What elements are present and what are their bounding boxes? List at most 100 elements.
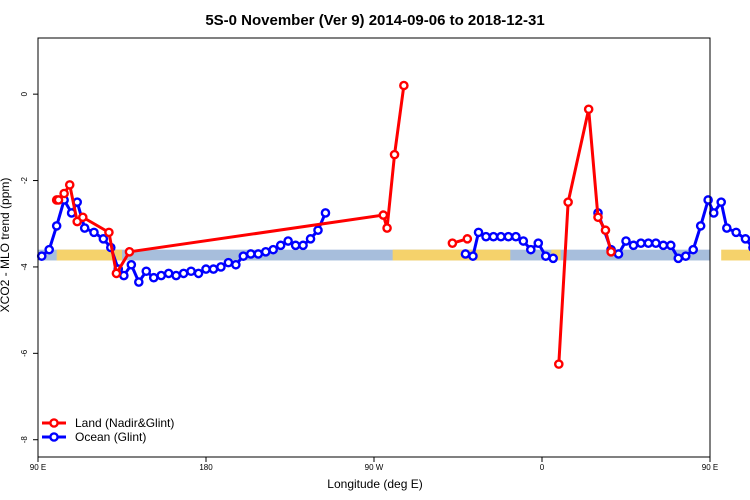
- ocean-point-0: [36, 251, 47, 261]
- x-tick-label-2: 90 W: [365, 463, 384, 472]
- ocean-point-11: [119, 270, 129, 281]
- ocean-point-68: [703, 195, 713, 205]
- ocean-point-29: [253, 249, 264, 259]
- land-point-3: [64, 180, 75, 190]
- land-point-2: [59, 188, 69, 199]
- ocean-point-24: [216, 262, 226, 272]
- ocean-point-18: [171, 270, 181, 281]
- land-band-segment-3: [721, 249, 750, 261]
- ocean-point-15: [148, 272, 159, 283]
- series-group: [36, 80, 750, 369]
- ocean-point-69: [708, 208, 719, 218]
- land-band-segment-0: [56, 249, 122, 261]
- land-point-5: [78, 212, 88, 223]
- legend-label-land: Land (Nadir&Glint): [75, 416, 174, 430]
- ocean-point-46: [503, 231, 514, 242]
- ocean-point-50: [533, 238, 544, 248]
- ocean-point-73: [740, 234, 750, 244]
- ocean-point-26: [231, 259, 241, 270]
- ocean-point-65: [680, 251, 691, 261]
- ocean-point-72: [731, 227, 741, 238]
- ocean-point-44: [488, 231, 499, 242]
- land-point-18: [563, 197, 573, 207]
- ocean-point-34: [290, 240, 301, 251]
- ocean-point-19: [178, 268, 189, 279]
- ocean-point-42: [473, 227, 484, 238]
- land-line-2: [557, 107, 613, 365]
- land-point-20: [593, 212, 603, 223]
- y-tick-label-3: -6: [20, 349, 29, 357]
- ocean-point-8: [98, 234, 109, 244]
- chart-title: 5S-0 November (Ver 9) 2014-09-06 to 2018…: [205, 12, 544, 29]
- y-axis: 0 -2 -4 -6 -8: [20, 91, 38, 443]
- ocean-point-22: [201, 264, 211, 274]
- legend-marker-ocean: [49, 432, 59, 442]
- land-point-7: [111, 268, 122, 279]
- ocean-point-45: [496, 231, 506, 242]
- land-point-6: [104, 227, 114, 238]
- land-point-17: [554, 359, 564, 369]
- y-tick-label-1: -2: [20, 176, 29, 184]
- ocean-point-52: [548, 253, 559, 264]
- ocean-point-28: [245, 249, 256, 259]
- ocean-point-35: [298, 240, 308, 251]
- land-point-10: [382, 223, 392, 233]
- land-point-19: [583, 104, 594, 115]
- ocean-point-60: [643, 238, 654, 248]
- ocean-point-57: [621, 236, 631, 246]
- ocean-point-36: [305, 234, 316, 244]
- legend: Land (Nadir&Glint)Ocean (Glint): [42, 416, 174, 444]
- ocean-point-2: [51, 221, 62, 231]
- x-axis-label: Longitude (deg E): [327, 477, 422, 491]
- ocean-point-51: [540, 251, 551, 261]
- ocean-point-61: [651, 238, 661, 248]
- land-point-11: [389, 149, 400, 160]
- ocean-point-47: [511, 231, 521, 242]
- ocean-point-41: [468, 251, 478, 261]
- ocean-point-33: [283, 236, 293, 246]
- ocean-point-63: [666, 240, 676, 251]
- x-tick-label-4: 90 E: [702, 463, 718, 472]
- ocean-point-43: [481, 231, 491, 242]
- ocean-point-48: [518, 236, 529, 246]
- ocean-point-40: [460, 249, 471, 259]
- ocean-point-32: [275, 240, 286, 251]
- land-point-15: [462, 234, 473, 244]
- land-point-8: [124, 247, 135, 257]
- ocean-point-56: [613, 249, 624, 259]
- ocean-point-64: [673, 253, 684, 264]
- ocean-point-6: [79, 223, 90, 233]
- ocean-point-16: [156, 270, 166, 281]
- ocean-point-12: [126, 259, 137, 270]
- ocean-point-49: [526, 244, 536, 255]
- ocean-point-70: [716, 197, 727, 207]
- ocean-point-17: [163, 268, 174, 279]
- land-point-22: [606, 247, 616, 257]
- land-point-14: [447, 238, 458, 248]
- ocean-line-2: [596, 198, 750, 260]
- x-tick-label-1: 180: [199, 463, 213, 472]
- y-tick-label-4: -8: [20, 436, 29, 444]
- y-tick-label-0: 0: [20, 91, 29, 96]
- ocean-point-23: [208, 264, 219, 274]
- x-tick-label-0: 90 E: [30, 463, 46, 472]
- ocean-point-31: [268, 244, 279, 255]
- ocean-point-37: [313, 225, 323, 236]
- ocean-point-38: [320, 208, 331, 218]
- ocean-point-62: [658, 240, 669, 251]
- ocean-point-21: [193, 268, 204, 279]
- ocean-point-59: [636, 238, 646, 248]
- legend-marker-land: [49, 418, 59, 428]
- ocean-point-66: [688, 244, 699, 255]
- land-band-segment-1: [392, 249, 511, 261]
- land-point-9: [378, 210, 389, 220]
- ocean-point-30: [260, 247, 271, 257]
- ocean-point-58: [628, 240, 639, 251]
- x-axis: 90 E 180 90 W 0 90 E: [30, 457, 718, 472]
- ocean-point-67: [695, 221, 706, 231]
- ocean-point-20: [186, 266, 196, 277]
- ocean-point-1: [44, 244, 55, 255]
- reference-band: [38, 249, 750, 261]
- legend-label-ocean: Ocean (Glint): [75, 430, 146, 444]
